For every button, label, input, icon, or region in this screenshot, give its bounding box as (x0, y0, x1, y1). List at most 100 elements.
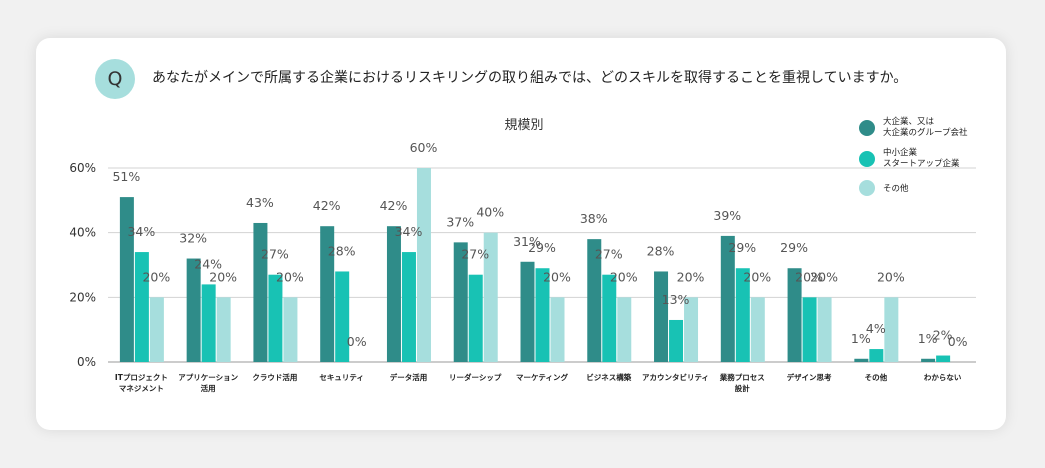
data-label: 27% (461, 247, 489, 262)
data-label: 39% (713, 208, 741, 223)
bar (936, 355, 951, 362)
x-tick-label: 業務プロセス (719, 372, 765, 382)
data-label: 38% (580, 211, 608, 226)
data-label: 29% (528, 240, 556, 255)
bar (750, 297, 765, 362)
data-label: 20% (743, 269, 771, 284)
bar (216, 297, 231, 362)
x-tick-label: マネジメント (119, 384, 164, 393)
bar (386, 226, 401, 362)
y-tick-label: 40% (69, 226, 96, 240)
data-label: 4% (866, 321, 886, 336)
data-label: 29% (728, 240, 756, 255)
x-tick-label: データ活用 (390, 372, 428, 382)
legend-label: 中小企業 (883, 147, 918, 158)
data-label: 20% (142, 269, 170, 284)
bar (654, 271, 669, 362)
legend-swatch (859, 180, 875, 196)
x-tick-label: リーダーシップ (449, 372, 502, 382)
x-tick-label: アカウンタビリティ (642, 372, 709, 382)
y-tick-label: 0% (77, 355, 96, 369)
bar (669, 319, 684, 362)
bar (335, 271, 350, 362)
data-label: 34% (395, 224, 423, 239)
data-label: 2% (933, 328, 953, 343)
bar (802, 297, 817, 362)
bar (684, 297, 699, 362)
x-tick-label: ビジネス構築 (586, 372, 631, 382)
bar (720, 235, 735, 362)
bar (416, 168, 431, 362)
bar (468, 274, 483, 362)
data-label: 0% (948, 334, 968, 349)
survey-card (36, 38, 1006, 430)
bar (401, 252, 416, 362)
data-label: 40% (476, 205, 504, 220)
legend-label: その他 (883, 183, 909, 194)
bar (320, 226, 335, 362)
data-label: 27% (595, 247, 623, 262)
bar (149, 297, 164, 362)
data-label: 24% (194, 256, 222, 271)
data-label: 60% (410, 140, 438, 155)
data-label: 20% (877, 269, 905, 284)
data-label: 13% (662, 292, 690, 307)
bar (535, 268, 550, 362)
bar (884, 297, 899, 362)
bar (735, 268, 750, 362)
bar (869, 349, 884, 362)
data-label: 29% (780, 240, 808, 255)
data-label: 20% (610, 269, 638, 284)
x-tick-label: セキュリティ (319, 373, 364, 382)
bar (787, 268, 802, 362)
data-label: 31% (513, 234, 541, 249)
data-label: 20% (209, 269, 237, 284)
legend-label: 大企業、又は (883, 116, 935, 127)
data-label: 27% (261, 247, 289, 262)
bar (186, 258, 201, 362)
data-label: 20% (543, 269, 571, 284)
bar (201, 284, 216, 362)
data-label: 0% (347, 334, 367, 349)
legend-label: スタートアップ企業 (883, 158, 960, 169)
x-tick-label: クラウド活用 (252, 372, 297, 382)
data-label: 34% (127, 224, 155, 239)
x-tick-label: わからない (924, 373, 962, 382)
data-label: 32% (179, 231, 207, 246)
bar (253, 222, 268, 362)
data-label: 42% (313, 198, 341, 213)
data-label: 28% (647, 243, 675, 258)
bar (854, 358, 869, 362)
bar (268, 274, 283, 362)
data-label: 20% (795, 269, 823, 284)
chart-title: 規模別 (504, 118, 543, 133)
x-tick-label: デザイン思考 (787, 372, 832, 382)
bar (550, 297, 565, 362)
bar (921, 358, 936, 362)
x-tick-label: その他 (865, 372, 888, 382)
x-tick-label: 設計 (735, 383, 750, 393)
x-tick-label: 活用 (201, 383, 216, 393)
question-text: あなたがメインで所属する企業におけるリスキリングの取り組みでは、どのスキルを取得… (152, 70, 908, 86)
legend-swatch (859, 151, 875, 167)
bar (283, 297, 298, 362)
data-label: 20% (276, 269, 304, 284)
bar (617, 297, 632, 362)
data-label: 42% (380, 198, 408, 213)
data-label: 37% (446, 214, 474, 229)
question-badge: Q (95, 59, 135, 99)
data-label: 1% (851, 331, 871, 346)
bar (587, 239, 602, 362)
bar (602, 274, 617, 362)
y-tick-label: 60% (69, 161, 96, 175)
data-label: 1% (918, 331, 938, 346)
legend-swatch (859, 120, 875, 136)
bar (119, 197, 134, 362)
bar (483, 232, 498, 362)
data-label: 43% (246, 195, 274, 210)
bar (453, 242, 468, 362)
y-tick-label: 20% (69, 290, 96, 304)
x-tick-label: アプリケーション (178, 372, 238, 382)
x-tick-label: マーケティング (516, 372, 568, 382)
